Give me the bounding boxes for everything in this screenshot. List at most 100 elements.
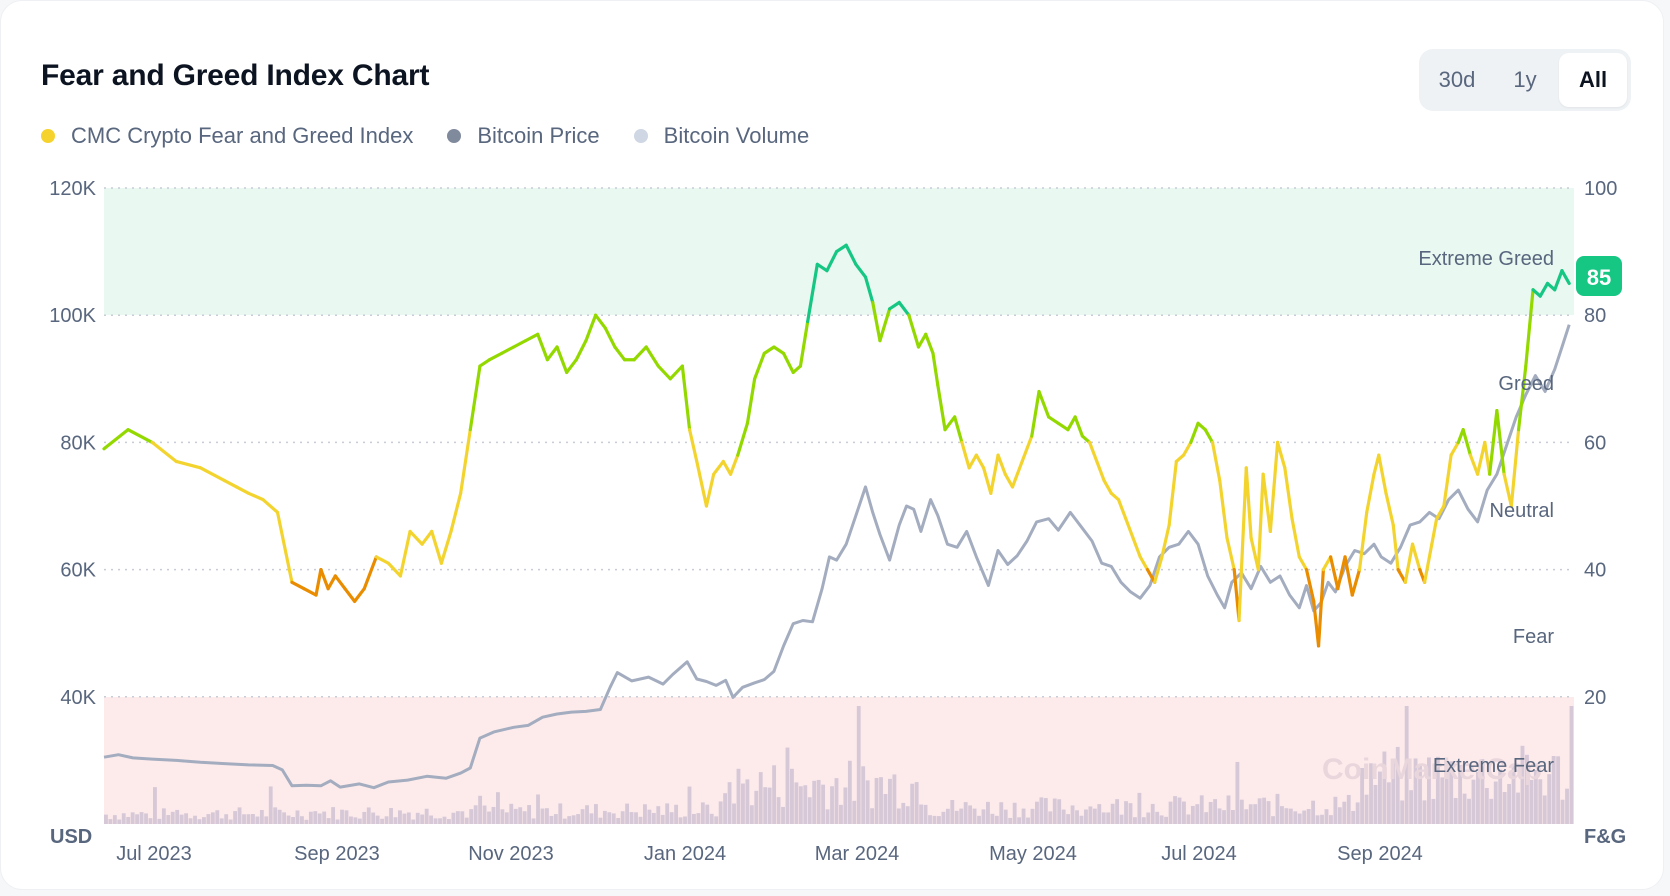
volume-bar: [473, 805, 478, 824]
volume-bar: [375, 815, 380, 824]
volume-bar: [1560, 799, 1565, 824]
volume-bar: [504, 812, 509, 824]
volume-bar: [362, 811, 367, 824]
range-1y-button[interactable]: 1y: [1513, 67, 1537, 92]
fg-tick-label: 40: [1584, 560, 1606, 582]
date-tick-label: May 2024: [989, 843, 1077, 865]
volume-bar: [999, 802, 1004, 824]
volume-bar: [888, 778, 892, 824]
volume-bar: [1476, 772, 1480, 824]
volume-bar: [527, 805, 532, 824]
volume-bar: [1097, 804, 1102, 824]
volume-bar: [1003, 809, 1008, 824]
volume-bar: [1382, 751, 1387, 824]
fear-greed-segment: [1174, 453, 1186, 464]
fear-greed-segment: [1430, 517, 1439, 546]
volume-bar: [233, 811, 238, 824]
volume-bar: [469, 809, 474, 824]
fear-greed-segment: [924, 332, 935, 355]
volume-bar: [1128, 803, 1133, 824]
volume-bar: [1195, 804, 1200, 824]
volume-bar: [830, 786, 834, 824]
grid-lines: [104, 187, 1574, 698]
fear-greed-segment: [234, 485, 251, 495]
volume-bar: [562, 818, 567, 824]
volume-bar: [741, 783, 745, 824]
volume-bar: [402, 813, 407, 824]
legend-item-fear-greed[interactable]: CMC Crypto Fear and Greed Index: [41, 123, 413, 149]
volume-bar: [1168, 801, 1173, 824]
volume-bar: [540, 808, 545, 824]
volume-bar: [322, 811, 327, 824]
volume-bar: [1141, 817, 1146, 824]
fear-greed-segment: [1275, 440, 1287, 470]
volume-bar: [1266, 801, 1271, 824]
volume-bar: [496, 792, 500, 824]
legend-item-bitcoin-volume[interactable]: Bitcoin Volume: [633, 123, 809, 149]
fear-greed-segment: [745, 377, 757, 425]
volume-bar: [945, 808, 950, 824]
fear-greed-segment: [398, 529, 412, 578]
fg-tick-label: 100: [1584, 178, 1617, 200]
volume-bar: [602, 810, 607, 824]
volume-bar: [482, 805, 487, 824]
date-tick-label: Mar 2024: [815, 843, 900, 865]
fear-greed-segment: [449, 491, 463, 534]
volume-bar: [313, 811, 318, 824]
volume-bar: [518, 807, 523, 824]
fear-greed-segment: [1509, 428, 1521, 508]
volume-bar: [1052, 798, 1057, 824]
volume-bar: [1369, 763, 1373, 824]
volume-bar: [580, 809, 585, 824]
range-all-button[interactable]: All: [1559, 53, 1627, 107]
volume-bar: [108, 819, 113, 824]
volume-bar: [1213, 799, 1218, 824]
volume-bar: [1008, 817, 1013, 824]
volume-bar: [1306, 808, 1311, 824]
volume-bar: [491, 806, 496, 824]
volume-bar: [1070, 805, 1075, 824]
volume-bar: [1177, 797, 1182, 824]
volume-bar: [852, 800, 857, 824]
volume-bar: [696, 813, 701, 824]
legend-label-bitcoin-price: Bitcoin Price: [477, 123, 600, 148]
volume-bar: [170, 811, 175, 824]
volume-bar: [678, 817, 683, 824]
range-30d-button[interactable]: 30d: [1438, 67, 1476, 92]
volume-bar: [1293, 811, 1298, 824]
zone-label: Extreme Greed: [1418, 248, 1554, 270]
volume-bar: [1030, 808, 1035, 824]
volume-bar: [1208, 801, 1213, 824]
volume-bar: [1440, 777, 1445, 824]
fear-greed-segment: [314, 567, 323, 597]
fear-greed-segment: [1167, 459, 1178, 527]
fear-greed-segment: [584, 313, 598, 343]
fear-greed-segment: [386, 561, 403, 578]
volume-bar: [1061, 809, 1066, 824]
volume-bar: [714, 816, 719, 824]
volume-bar: [353, 817, 358, 824]
volume-bar: [923, 804, 928, 824]
volume-bar: [166, 815, 171, 824]
usd-tick-label: 60K: [60, 560, 96, 582]
volume-bar: [1043, 798, 1048, 824]
fear-greed-segment: [916, 332, 928, 349]
volume-bar: [959, 808, 964, 824]
fear-greed-segment: [1377, 453, 1388, 495]
volume-bar: [807, 797, 812, 824]
volume-bar: [1511, 765, 1516, 824]
fear-greed-segment: [1488, 409, 1499, 476]
volume-bar: [883, 793, 888, 824]
extreme-fear-zone: [104, 697, 1574, 824]
volume-bar: [1115, 799, 1120, 824]
fear-greed-segment: [825, 250, 839, 273]
volume-bar: [1244, 809, 1249, 824]
legend-item-bitcoin-price[interactable]: Bitcoin Price: [447, 123, 600, 149]
volume-bar: [193, 815, 197, 824]
fear-greed-segment: [1316, 567, 1325, 648]
volume-bar: [607, 812, 612, 824]
volume-bar: [1222, 810, 1226, 824]
fear-greed-segment: [1095, 459, 1106, 483]
volume-bar: [1124, 801, 1128, 824]
volume-bar: [179, 814, 184, 824]
